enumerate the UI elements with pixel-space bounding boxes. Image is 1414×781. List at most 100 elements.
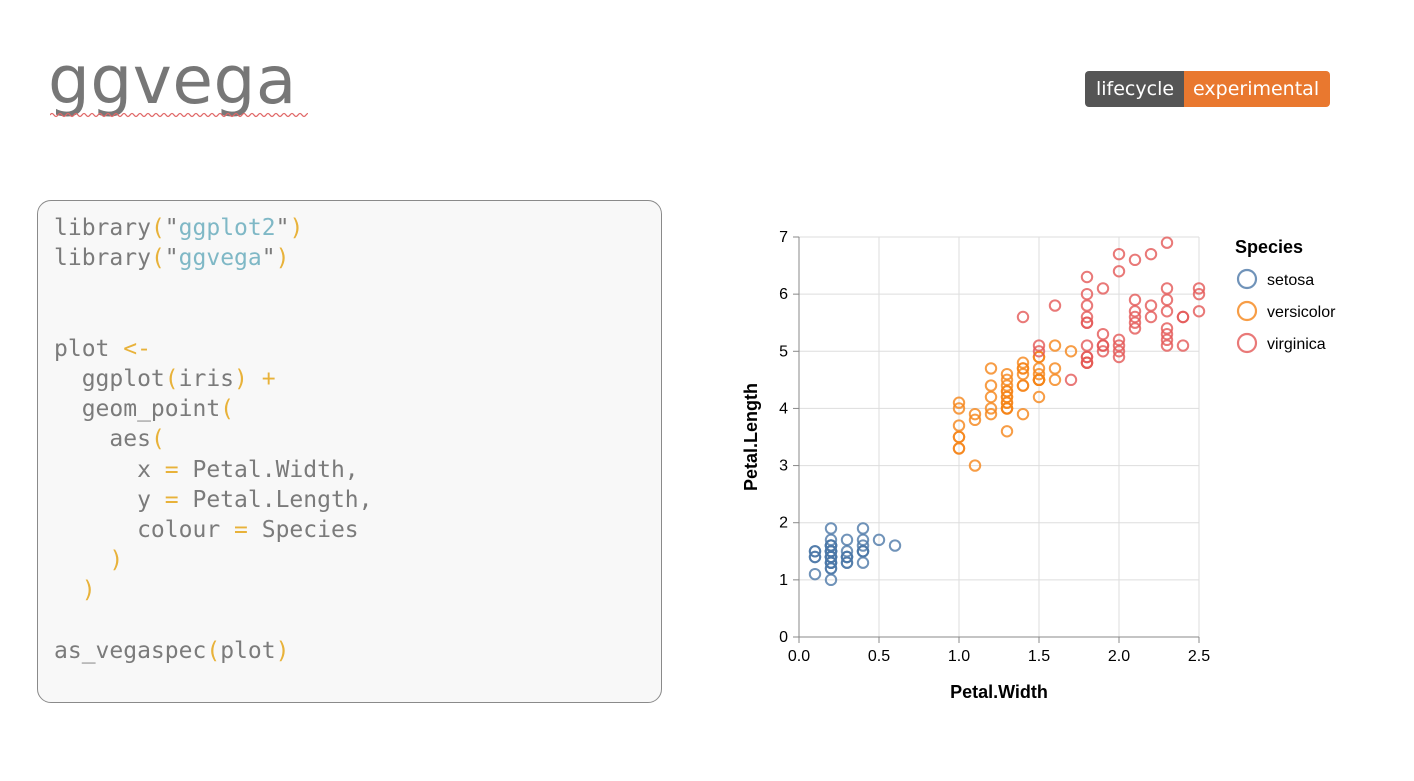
code-line: geom_point( [54, 394, 661, 424]
point-versicolor [1064, 345, 1078, 358]
y-tick-label: 1 [779, 572, 788, 589]
point-virginica [1032, 339, 1046, 352]
point-versicolor [1000, 425, 1014, 438]
code-token: plot [220, 637, 276, 664]
point-virginica [1160, 322, 1174, 335]
point-setosa [856, 539, 870, 552]
page-title: ggvega [48, 42, 297, 119]
legend-symbol-virginica [1236, 332, 1258, 354]
code-string: ggvega [178, 245, 262, 272]
point-versicolor [1032, 362, 1046, 375]
scatter-chart: 0.0 0.5 1.0 1.5 2.0 2.5 0 1 2 3 4 5 6 7 Petal.Width Pet… [741, 229, 1336, 702]
point-versicolor [1016, 407, 1030, 421]
point-versicolor [1032, 367, 1046, 381]
code-operator: ) [81, 577, 96, 604]
point-versicolor [1000, 379, 1014, 392]
point-virginica [1096, 345, 1110, 358]
point-versicolor [1016, 367, 1030, 381]
x-tick-label: 2.0 [1108, 648, 1130, 665]
y-tick-label: 2 [779, 515, 788, 532]
point-setosa [840, 545, 854, 558]
badge-status: experimental [1184, 71, 1331, 107]
code-token: library [54, 245, 151, 272]
code-token: Petal.Width, [178, 456, 359, 483]
point-virginica [1176, 310, 1190, 324]
point-versicolor [1048, 362, 1062, 375]
point-versicolor [1016, 362, 1030, 375]
code-token: y [54, 486, 165, 513]
code-token: as_vegaspec [54, 637, 207, 664]
point-versicolor [1032, 350, 1046, 364]
code-operator: + [261, 365, 276, 392]
point-versicolor [984, 390, 998, 404]
point-versicolor [1000, 396, 1014, 409]
point-setosa [856, 522, 870, 535]
point-virginica [1192, 287, 1206, 301]
point-virginica [1160, 327, 1174, 341]
point-virginica [1128, 293, 1142, 307]
y-tick-label: 3 [779, 458, 788, 475]
point-versicolor [1000, 367, 1014, 381]
point-setosa [808, 550, 822, 564]
point-virginica [1080, 316, 1094, 329]
point-setosa [808, 545, 822, 558]
point-setosa [824, 522, 838, 535]
point-virginica [1080, 287, 1094, 301]
code-line [54, 605, 661, 635]
point-virginica [1112, 265, 1126, 278]
x-tick-label: 0.0 [788, 648, 810, 665]
point-virginica [1080, 299, 1094, 312]
point-virginica [1160, 293, 1174, 307]
code-token [54, 547, 109, 573]
y-tick-label: 4 [779, 400, 788, 417]
point-virginica [1144, 299, 1158, 312]
point-virginica [1192, 282, 1206, 295]
code-line [54, 304, 661, 334]
code-token: " [261, 245, 276, 272]
code-token: " [275, 215, 290, 241]
point-virginica [1112, 247, 1126, 261]
point-setosa [824, 550, 838, 564]
point-virginica [1128, 253, 1142, 267]
point-virginica [1112, 339, 1126, 352]
point-versicolor [1000, 402, 1014, 415]
point-setosa [840, 533, 854, 547]
point-versicolor [968, 459, 982, 472]
point-setosa [856, 533, 870, 547]
code-token: geom_point [54, 396, 221, 423]
y-tick-label: 5 [779, 343, 788, 360]
point-versicolor [984, 362, 998, 375]
point-setosa [808, 567, 822, 581]
point-virginica [1112, 350, 1126, 364]
lifecycle-badge[interactable]: lifecycle experimental [1085, 71, 1331, 107]
point-versicolor [984, 402, 998, 415]
code-line: as_vegaspec(plot) [54, 636, 661, 666]
code-line: library("ggplot2") [54, 213, 661, 243]
point-versicolor [952, 419, 966, 432]
code-line: plot <- [54, 334, 661, 364]
spellcheck-underline [50, 112, 308, 118]
code-operator: ( [220, 396, 235, 423]
point-versicolor [1000, 385, 1014, 398]
code-operator: ) [289, 215, 304, 241]
point-virginica [1112, 345, 1126, 358]
code-operator: ) [275, 637, 290, 664]
point-virginica [1160, 282, 1174, 295]
y-tick-label: 7 [779, 229, 788, 246]
point-virginica [1080, 350, 1094, 364]
code-line: library("ggvega") [54, 243, 661, 273]
code-operator: ) [275, 245, 290, 272]
code-operator: ( [164, 365, 179, 392]
x-tick-label: 1.0 [948, 648, 970, 665]
code-operator: ) [234, 365, 248, 392]
point-versicolor [1016, 356, 1030, 369]
point-versicolor [1000, 390, 1014, 404]
point-setosa [840, 556, 854, 569]
point-virginica [1160, 236, 1174, 249]
point-versicolor [984, 379, 998, 392]
point-versicolor [1016, 379, 1030, 392]
point-virginica [1096, 339, 1110, 352]
point-virginica [1144, 247, 1158, 261]
x-tick-label: 2.5 [1188, 648, 1210, 665]
code-operator: ( [150, 215, 165, 241]
